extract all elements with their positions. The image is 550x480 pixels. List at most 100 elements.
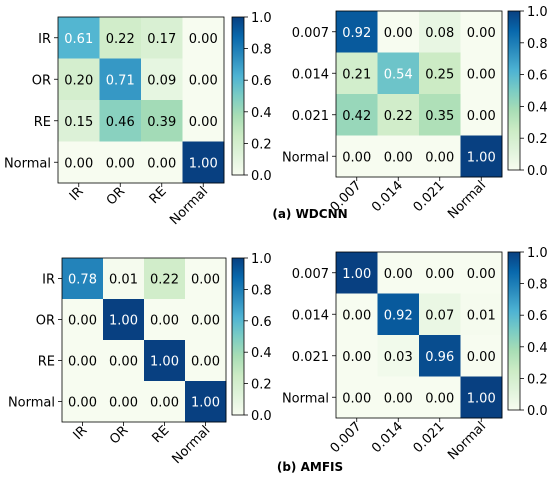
heatmap-cell <box>141 100 183 142</box>
cell-value-label: 0.00 <box>425 267 454 282</box>
colorbar <box>507 10 521 171</box>
heatmap-cell <box>58 141 100 184</box>
cell-value-label: 0.15 <box>64 115 93 130</box>
heatmap-cell <box>336 11 378 53</box>
y-tick-label: 0.021 <box>292 109 329 124</box>
heatmap-cell <box>62 299 104 341</box>
cell-value-label: 0.00 <box>68 314 97 329</box>
cell-value-label: 0.00 <box>384 267 413 282</box>
cell-value-label: 0.21 <box>342 67 371 82</box>
heatmap-cell <box>460 11 503 53</box>
y-tick-label: Normal <box>282 150 329 165</box>
heatmap-cell <box>336 135 378 178</box>
plot-frame <box>61 257 227 423</box>
cell-value-label: 0.00 <box>189 73 218 88</box>
y-tick-label: 0.014 <box>292 67 329 82</box>
x-tick-label: IR <box>71 423 91 443</box>
y-tick-label: RE <box>38 355 55 370</box>
cell-value-label: 0.54 <box>384 67 413 82</box>
heatmap-cell <box>58 58 100 101</box>
cell-value-label: 0.00 <box>150 314 179 329</box>
heatmap-cell <box>419 11 461 53</box>
y-tick-label: IR <box>42 273 55 288</box>
colorbar-tick-label: 0.4 <box>251 106 272 121</box>
y-tick-label: Normal <box>4 156 51 171</box>
heatmap-cell <box>185 381 227 423</box>
x-tick-label: RE <box>147 184 170 207</box>
heatmap-cell <box>144 340 186 382</box>
cell-value-label: 1.00 <box>467 391 496 406</box>
heatmap-cell <box>58 100 100 142</box>
cell-value-label: 0.08 <box>425 26 454 41</box>
heatmap-cell <box>419 335 461 377</box>
colorbar-tick-label: 0.8 <box>251 283 272 298</box>
cell-value-label: 0.00 <box>106 156 135 171</box>
cell-value-label: 0.09 <box>147 73 176 88</box>
panels: 0.61 0.22 0.17 0.00 0.20 0.71 0.09 0.00 0.15 0.46… <box>4 5 548 467</box>
heatmap-cell <box>336 335 378 377</box>
heatmap-cell <box>377 11 420 53</box>
colorbar-tick-label: 0.8 <box>527 37 548 52</box>
y-tick-label: OR <box>32 73 51 88</box>
heatmap-cell <box>103 381 145 423</box>
heatmap-cell <box>336 293 378 336</box>
y-tick-label: 0.007 <box>292 26 329 41</box>
cell-value-label: 0.00 <box>467 350 496 365</box>
colorbar-tick-label: 1.0 <box>527 246 548 261</box>
heatmap-panel-4: 1.00 0.00 0.00 0.00 0.00 0.92 0.07 0.01 0.00 0.03… <box>282 246 548 463</box>
cell-value-label: 0.17 <box>147 32 176 47</box>
heatmap-cell <box>336 252 378 294</box>
x-tick-label: Normal <box>167 184 211 228</box>
x-tick-label: OR <box>104 184 128 208</box>
cell-value-label: 0.00 <box>68 396 97 411</box>
y-tick-label: 0.014 <box>292 308 329 323</box>
cell-value-label: 0.00 <box>191 314 220 329</box>
cell-value-label: 0.00 <box>342 350 371 365</box>
heatmap-cell <box>336 52 378 95</box>
cell-value-label: 1.00 <box>150 355 179 370</box>
plot-frame <box>335 251 503 419</box>
y-tick-label: Normal <box>8 396 55 411</box>
heatmap-cell <box>336 376 378 419</box>
cell-value-label: 0.00 <box>342 308 371 323</box>
x-tick-label: 0.014 <box>369 178 406 215</box>
heatmap-cell <box>141 141 183 184</box>
x-tick-label: OR <box>107 423 131 447</box>
cell-value-label: 0.20 <box>64 73 93 88</box>
cell-value-label: 0.00 <box>147 156 176 171</box>
colorbar <box>231 16 245 176</box>
cell-value-label: 0.00 <box>191 355 220 370</box>
cell-value-label: 0.22 <box>150 273 179 288</box>
colorbar-tick-label: 0.2 <box>527 132 548 147</box>
heatmap-cell <box>185 299 227 341</box>
heatmap-cell <box>141 58 183 101</box>
cell-value-label: 0.35 <box>425 109 454 124</box>
heatmap-cell <box>182 100 225 142</box>
heatmap-cell <box>103 258 145 300</box>
heatmap-cell <box>377 376 420 419</box>
cell-value-label: 1.00 <box>467 150 496 165</box>
cell-value-label: 0.07 <box>425 308 454 323</box>
cell-value-label: 0.01 <box>467 308 496 323</box>
cell-value-label: 0.71 <box>106 73 135 88</box>
cell-value-label: 0.00 <box>342 150 371 165</box>
y-tick-label: IR <box>38 32 51 47</box>
x-tick-label: 0.021 <box>411 419 448 456</box>
heatmap-cell <box>182 141 225 184</box>
heatmap-cell <box>144 258 186 300</box>
cell-value-label: 1.00 <box>342 267 371 282</box>
cell-value-label: 0.00 <box>467 109 496 124</box>
x-tick-label: IR <box>67 184 87 204</box>
colorbar-tick-label: 0.6 <box>251 74 272 89</box>
colorbar-tick-label: 0.0 <box>251 169 272 184</box>
heatmap-cell <box>419 376 461 419</box>
cell-value-label: 0.00 <box>109 355 138 370</box>
heatmap-cell <box>460 252 503 294</box>
heatmap-cell <box>103 299 145 341</box>
cell-value-label: 0.00 <box>109 396 138 411</box>
cell-value-label: 0.00 <box>64 156 93 171</box>
cell-value-label: 0.00 <box>191 273 220 288</box>
x-tick-label: 0.007 <box>328 419 365 456</box>
colorbar <box>231 257 245 416</box>
heatmap-cell <box>419 135 461 178</box>
